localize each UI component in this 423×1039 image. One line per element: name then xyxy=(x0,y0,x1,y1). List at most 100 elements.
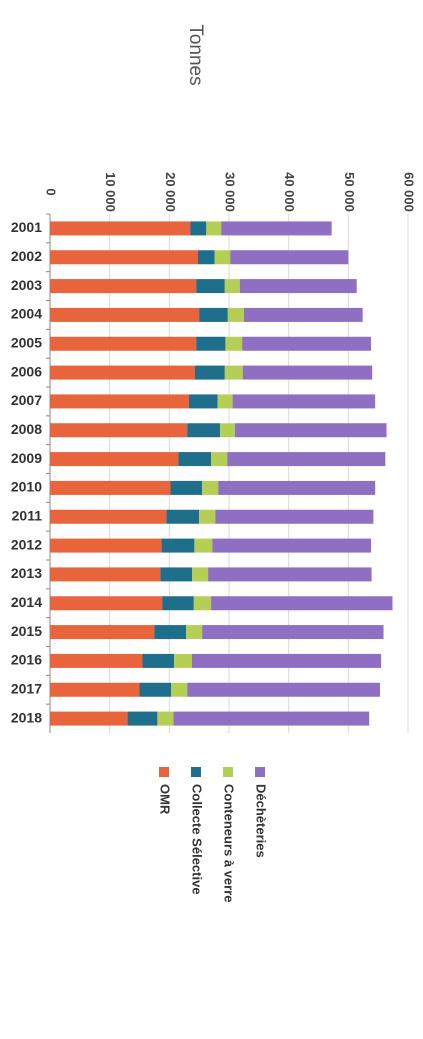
bar-segment xyxy=(190,221,207,236)
bar-segment xyxy=(50,653,143,668)
bar-segment xyxy=(199,307,228,322)
bar-segment xyxy=(194,365,225,380)
category-label: 2014 xyxy=(11,594,42,610)
bar-segment xyxy=(178,452,212,467)
bar-segment xyxy=(242,336,372,351)
bar-segment xyxy=(50,625,155,640)
legend-label: Déchèteries xyxy=(254,784,269,858)
bar-segment xyxy=(224,365,243,380)
bar-segment xyxy=(217,394,233,409)
category-label: 2009 xyxy=(11,450,42,466)
value-tick-label: 10 000 xyxy=(103,172,118,212)
bar-segment xyxy=(50,336,197,351)
bar-segment xyxy=(186,625,203,640)
category-label: 2015 xyxy=(11,623,42,639)
bar-segment xyxy=(162,596,194,611)
bar-segment xyxy=(50,596,163,611)
bar-segment xyxy=(242,365,373,380)
bar-segment xyxy=(50,567,161,582)
bar-segment xyxy=(218,480,376,495)
legend-swatch xyxy=(191,767,201,777)
category-label: 2005 xyxy=(11,334,42,350)
bar-segment xyxy=(50,394,190,409)
category-label: 2018 xyxy=(11,709,42,725)
bar-segment xyxy=(187,682,380,697)
value-tick-label: 60 000 xyxy=(402,172,417,212)
bar-segment xyxy=(221,221,332,236)
bar-segment xyxy=(215,509,374,524)
bar-segment xyxy=(225,336,243,351)
bar-segment xyxy=(166,509,200,524)
bar-segment xyxy=(192,653,382,668)
bar-segment xyxy=(211,452,228,467)
bar-segment xyxy=(50,452,179,467)
bar-segment xyxy=(197,250,215,265)
bar-segment xyxy=(142,653,175,668)
bar-segment xyxy=(174,653,193,668)
bar-segment xyxy=(50,221,191,236)
bar-segment xyxy=(227,307,244,322)
bar-segment xyxy=(189,394,218,409)
bar-segment xyxy=(50,480,171,495)
bar-segment xyxy=(243,307,363,322)
bar-segment xyxy=(170,480,203,495)
bar-segment xyxy=(127,711,158,726)
legend-swatch xyxy=(223,767,233,777)
bar-segment xyxy=(50,711,128,726)
legend-swatch xyxy=(159,767,169,777)
bar-segment xyxy=(50,307,200,322)
bar-segment xyxy=(192,567,209,582)
legend-swatch xyxy=(255,767,265,777)
bar-segment xyxy=(187,423,221,438)
bar-segment xyxy=(50,423,188,438)
bar-segment xyxy=(214,250,231,265)
bar-segment xyxy=(193,596,212,611)
bar-segment xyxy=(227,452,386,467)
bar-segment xyxy=(202,480,219,495)
bar-segment xyxy=(139,682,172,697)
bar-segment xyxy=(50,538,162,553)
category-label: 2006 xyxy=(11,363,42,379)
legend: Déchèteries Conteneurs à verre Collecte Sé… xyxy=(158,767,269,903)
bar-segment xyxy=(50,509,167,524)
bar-segment xyxy=(232,394,376,409)
bar-segment xyxy=(157,711,174,726)
bar-segment xyxy=(171,682,188,697)
bar-segment xyxy=(239,279,357,294)
bar-segment xyxy=(50,250,198,265)
bar-segment xyxy=(154,625,187,640)
bar-segment xyxy=(202,625,384,640)
bar-segment xyxy=(208,567,372,582)
bar-segment xyxy=(206,221,222,236)
value-tick-label: 30 000 xyxy=(223,172,238,212)
axis-layer: 0 10 000 20 000 30 000 40 000 50 000 60 000 xyxy=(44,172,417,733)
axis-title: Tonnes xyxy=(185,24,206,85)
category-label: 2001 xyxy=(11,219,42,235)
value-tick-label: 40 000 xyxy=(282,172,297,212)
legend-label: Collecte Sélective xyxy=(190,784,205,895)
category-label: 2013 xyxy=(11,565,42,581)
category-label: 2016 xyxy=(11,652,42,668)
bar-segment xyxy=(161,538,195,553)
bar-segment xyxy=(224,279,240,294)
bar-segment xyxy=(212,538,372,553)
category-label: 2008 xyxy=(11,421,42,437)
bar-segment xyxy=(196,279,225,294)
category-label: 2003 xyxy=(11,277,42,293)
bar-segment xyxy=(220,423,235,438)
bar-segment xyxy=(173,711,370,726)
bar-segment xyxy=(196,336,226,351)
bar-segment xyxy=(234,423,387,438)
category-label: 2004 xyxy=(11,306,42,322)
bar-segment xyxy=(230,250,349,265)
bar-segment xyxy=(199,509,216,524)
legend-label: Conteneurs à verre xyxy=(222,784,237,903)
bar-segment xyxy=(160,567,193,582)
bar-segment xyxy=(50,365,195,380)
category-label: 2007 xyxy=(11,392,42,408)
value-tick-label: 50 000 xyxy=(342,172,357,212)
labels-layer: Tonnes 2001 2002 2003 2004 2005 2006 2007 2008 20… xyxy=(11,24,206,725)
category-label: 2010 xyxy=(11,479,42,495)
